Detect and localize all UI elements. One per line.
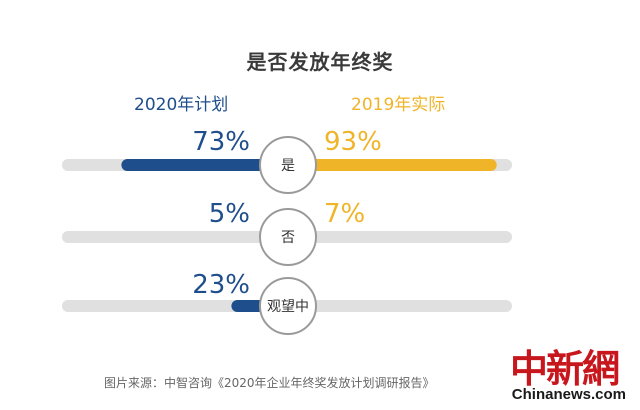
category-circle-0 <box>259 136 317 194</box>
category-label-0: 是 <box>281 158 295 174</box>
category-label-2: 观望中 <box>267 299 309 315</box>
chinanews-logo: 中新網 <box>509 346 620 391</box>
category-label-1: 否 <box>281 230 295 246</box>
chinanews-site: Chinanews.com <box>511 386 626 403</box>
category-circle-2 <box>259 277 317 335</box>
source-note: 图片来源：中智咨询《2020年企业年终奖发放计划调研报告》 <box>104 376 435 390</box>
legend-plan-2020: 2020年计划 <box>134 95 229 115</box>
label-plan-2: 23% <box>192 270 250 300</box>
category-circle-1 <box>259 208 317 266</box>
chart-title: 是否发放年终奖 <box>246 50 394 74</box>
label-plan-0: 73% <box>192 127 250 157</box>
legend-actual-2019: 2019年实际 <box>351 95 446 115</box>
label-actual-0: 93% <box>324 127 382 157</box>
label-actual-1: 7% <box>324 199 365 229</box>
label-plan-1: 5% <box>209 199 250 229</box>
